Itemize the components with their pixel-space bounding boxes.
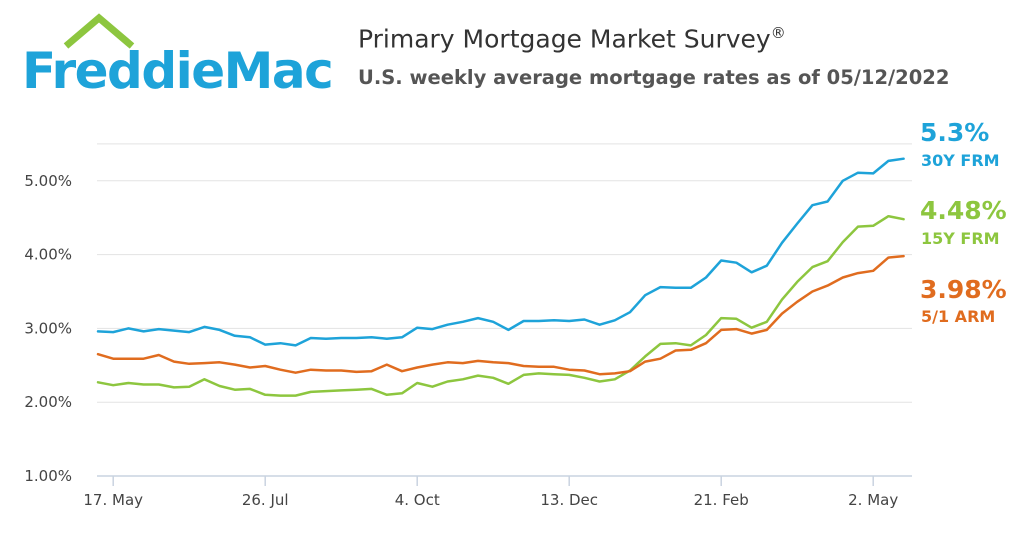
- house-roof-icon: [63, 13, 135, 49]
- chart-title: Primary Mortgage Market Survey®: [358, 24, 786, 54]
- end-value-15y-frm: 4.48%: [920, 196, 1007, 225]
- series-name-15y-frm: 15Y FRM: [921, 229, 1000, 248]
- series-group: [96, 157, 905, 397]
- y-tick-label: 3.00%: [24, 319, 72, 337]
- x-tick-label: 21. Feb: [694, 491, 749, 509]
- end-labels: 5.3% 30Y FRM 4.48% 15Y FRM 3.98% 5/1 ARM: [920, 118, 1007, 326]
- brand-name: FreddieMac: [22, 42, 334, 100]
- end-value-30y-frm: 5.3%: [920, 118, 989, 147]
- registered-mark: ®: [770, 24, 786, 42]
- series-line-30y-frm: [96, 157, 905, 347]
- y-tick-label: 1.00%: [24, 467, 72, 485]
- x-tick-label: 4. Oct: [395, 491, 440, 509]
- y-tick-label: 4.00%: [24, 246, 72, 264]
- end-value-5-1-arm: 3.98%: [920, 275, 1007, 304]
- series-line-15y-frm: [96, 214, 905, 397]
- y-tick-label: 2.00%: [24, 393, 72, 411]
- x-tick-label: 26. Jul: [242, 491, 289, 509]
- y-tick-label: 5.00%: [24, 172, 72, 190]
- x-tick-label: 17. May: [83, 491, 143, 509]
- series-line-5-1-arm: [96, 254, 905, 376]
- series-name-5-1-arm: 5/1 ARM: [921, 307, 995, 326]
- freddie-mac-logo: FreddieMac: [14, 12, 334, 100]
- x-tick-label: 2. May: [848, 491, 898, 509]
- y-axis: 1.00% 2.00% 3.00% 4.00% 5.00%: [24, 172, 72, 485]
- series-name-30y-frm: 30Y FRM: [921, 151, 1000, 170]
- x-axis: 17. May 26. Jul 4. Oct 13. Dec 21. Feb 2. May: [83, 475, 912, 509]
- x-tick-label: 13. Dec: [540, 491, 598, 509]
- chart-subtitle: U.S. weekly average mortgage rates as of…: [358, 66, 950, 89]
